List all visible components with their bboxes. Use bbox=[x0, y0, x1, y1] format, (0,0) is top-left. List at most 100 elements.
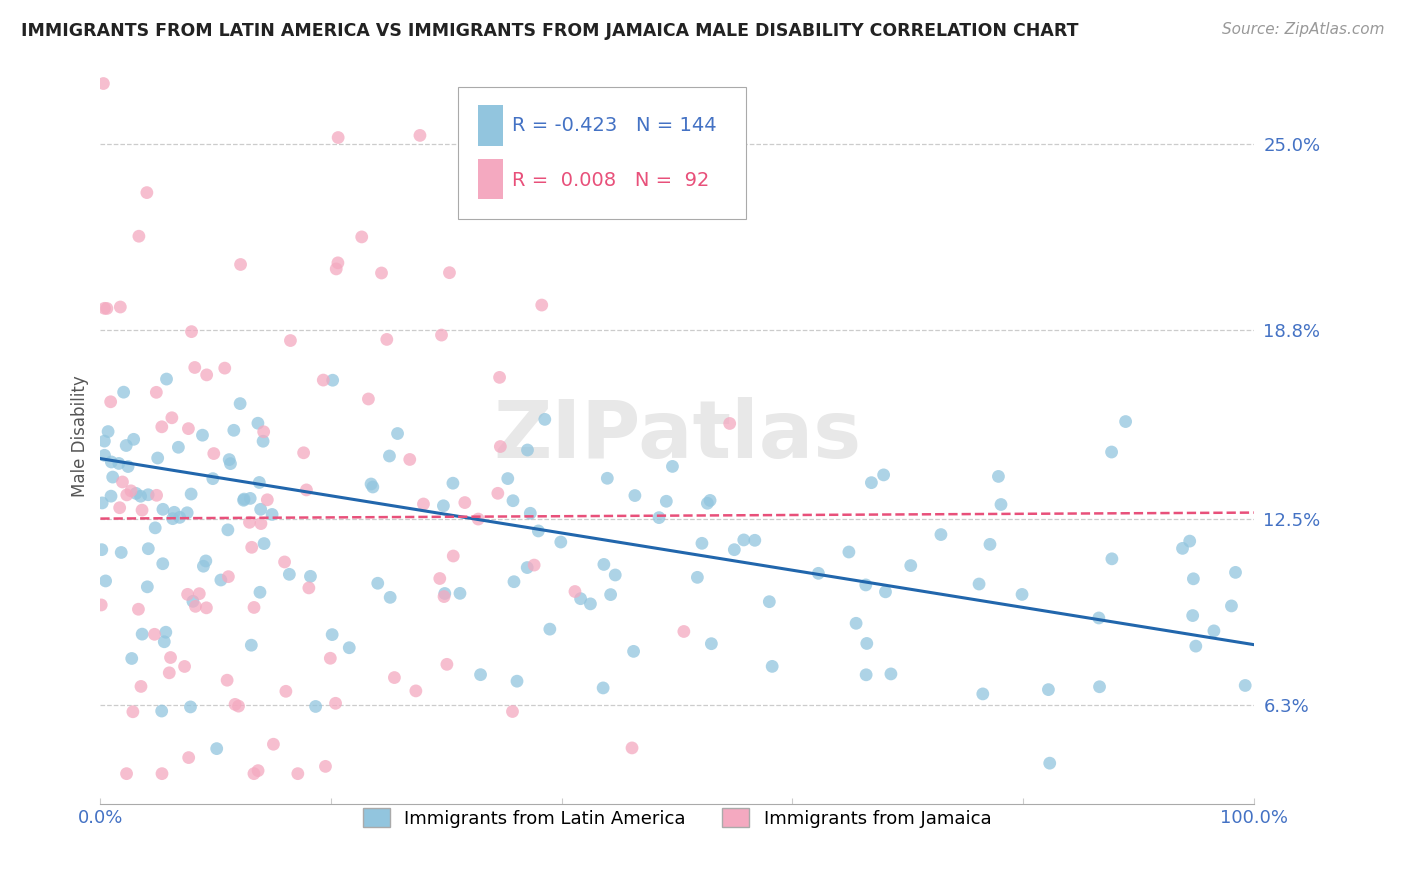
Point bbox=[900, 558, 922, 573]
Point bbox=[592, 558, 614, 572]
Point bbox=[430, 328, 453, 343]
Point bbox=[1088, 680, 1111, 694]
Point bbox=[367, 576, 389, 591]
Point bbox=[990, 498, 1012, 512]
Point bbox=[621, 740, 644, 755]
Text: IMMIGRANTS FROM LATIN AMERICA VS IMMIGRANTS FROM JAMAICA MALE DISABILITY CORRELA: IMMIGRANTS FROM LATIN AMERICA VS IMMIGRA… bbox=[21, 22, 1078, 40]
Point bbox=[1182, 572, 1205, 586]
Point bbox=[247, 475, 270, 490]
Point bbox=[533, 412, 555, 426]
Point bbox=[195, 368, 218, 382]
Point bbox=[177, 422, 200, 436]
Point bbox=[314, 759, 336, 773]
Point bbox=[672, 624, 695, 639]
Point bbox=[232, 493, 254, 508]
Point bbox=[519, 506, 541, 520]
Point bbox=[217, 673, 239, 688]
Point bbox=[136, 488, 159, 502]
Point bbox=[1178, 534, 1201, 549]
Point bbox=[157, 665, 180, 680]
Point bbox=[378, 449, 401, 463]
Point bbox=[436, 657, 458, 672]
Point bbox=[93, 301, 115, 316]
Point bbox=[205, 741, 228, 756]
Point bbox=[219, 457, 242, 471]
Point bbox=[298, 581, 321, 595]
Point bbox=[325, 696, 347, 710]
Point bbox=[181, 594, 204, 608]
Point bbox=[274, 684, 297, 698]
Point bbox=[150, 419, 173, 434]
Point bbox=[155, 372, 177, 386]
Point bbox=[299, 569, 322, 583]
Point bbox=[176, 587, 198, 601]
Point bbox=[229, 396, 252, 410]
Point bbox=[93, 434, 115, 449]
Text: R =  0.008   N =  92: R = 0.008 N = 92 bbox=[512, 170, 710, 190]
Point bbox=[229, 258, 252, 272]
Point bbox=[128, 229, 150, 244]
Point bbox=[502, 705, 524, 719]
Point bbox=[173, 659, 195, 673]
Point bbox=[1038, 682, 1060, 697]
Point bbox=[146, 450, 169, 465]
Point bbox=[214, 361, 236, 376]
Y-axis label: Male Disability: Male Disability bbox=[72, 376, 89, 497]
Point bbox=[1202, 624, 1225, 638]
Point bbox=[155, 625, 177, 640]
Point bbox=[160, 410, 183, 425]
Point bbox=[162, 511, 184, 525]
Point bbox=[569, 591, 592, 606]
Point bbox=[387, 426, 409, 441]
Point bbox=[405, 684, 427, 698]
Text: R = -0.423   N = 144: R = -0.423 N = 144 bbox=[512, 116, 717, 136]
Point bbox=[273, 555, 295, 569]
Point bbox=[686, 570, 709, 584]
Point bbox=[875, 584, 897, 599]
Point bbox=[94, 574, 117, 588]
Point bbox=[624, 489, 647, 503]
Point bbox=[596, 471, 619, 485]
Point bbox=[599, 588, 621, 602]
Point bbox=[655, 494, 678, 508]
Point bbox=[120, 483, 142, 498]
Point bbox=[439, 266, 461, 280]
Point bbox=[967, 577, 990, 591]
Point bbox=[217, 569, 239, 583]
Point bbox=[169, 510, 191, 524]
Point bbox=[929, 527, 952, 541]
Point bbox=[489, 440, 512, 454]
Point bbox=[131, 627, 153, 641]
Point bbox=[100, 489, 122, 503]
Point bbox=[247, 764, 270, 778]
Point bbox=[218, 452, 240, 467]
Point bbox=[1234, 678, 1257, 692]
Point bbox=[380, 591, 402, 605]
Point bbox=[280, 334, 302, 348]
Bar bbox=[478, 105, 503, 145]
Point bbox=[246, 416, 269, 430]
Point bbox=[180, 487, 202, 501]
Point bbox=[152, 557, 174, 571]
Point bbox=[243, 600, 266, 615]
Point bbox=[807, 566, 830, 581]
Point bbox=[90, 542, 112, 557]
Point bbox=[180, 325, 202, 339]
Point bbox=[855, 667, 877, 681]
Point bbox=[127, 602, 149, 616]
Point bbox=[100, 394, 122, 409]
Point bbox=[90, 598, 112, 612]
Point bbox=[101, 470, 124, 484]
Point bbox=[872, 467, 894, 482]
Point bbox=[131, 503, 153, 517]
Point bbox=[502, 493, 524, 508]
Point bbox=[112, 385, 135, 400]
Point bbox=[184, 360, 207, 375]
Point bbox=[278, 567, 301, 582]
Point bbox=[249, 502, 271, 516]
Point bbox=[115, 438, 138, 452]
Point bbox=[488, 370, 510, 384]
Point bbox=[860, 475, 883, 490]
Legend: Immigrants from Latin America, Immigrants from Jamaica: Immigrants from Latin America, Immigrant… bbox=[356, 801, 998, 835]
Point bbox=[136, 541, 159, 556]
